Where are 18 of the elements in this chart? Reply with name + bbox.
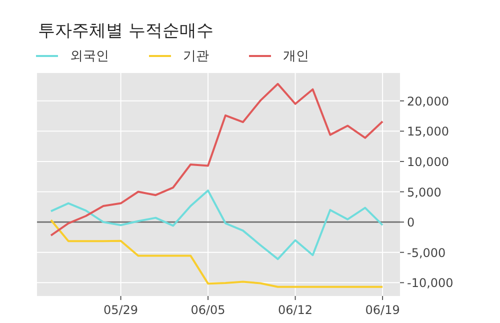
y-tick-label: 5,000 — [407, 185, 442, 200]
x-tick-label: 05/29 — [103, 303, 138, 317]
x-tick-label: 06/05 — [190, 303, 226, 317]
y-tick-label: 0 — [407, 216, 415, 230]
x-tick-label: 06/19 — [365, 303, 400, 317]
line-series — [50, 190, 384, 260]
chart-title: 투자주체별 누적순매수 — [38, 21, 214, 41]
y-tick-label: 20,000 — [407, 94, 449, 108]
x-tick-label: 06/12 — [278, 303, 313, 317]
y-tick-label: -5,000 — [407, 246, 446, 260]
line-series — [50, 219, 384, 288]
legend-label: 개인 — [283, 49, 309, 64]
y-tick-label: 10,000 — [407, 154, 449, 169]
line-series — [50, 82, 384, 236]
y-tick-label: 15,000 — [407, 124, 449, 139]
legend-label: 기관 — [183, 49, 209, 64]
legend-label: 외국인 — [70, 49, 109, 64]
y-tick-label: -10,000 — [407, 276, 454, 290]
